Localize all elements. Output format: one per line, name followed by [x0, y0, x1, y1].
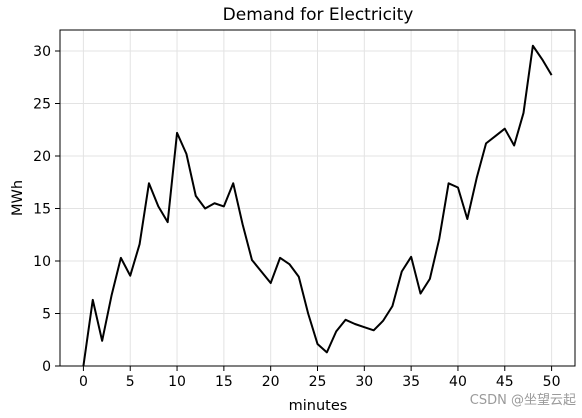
x-tick-label: 30 [355, 374, 373, 390]
x-tick-label: 45 [496, 374, 514, 390]
x-tick-label: 25 [309, 374, 327, 390]
x-tick-label: 20 [262, 374, 280, 390]
x-tick-label: 0 [79, 374, 88, 390]
y-axis-label: MWh [10, 180, 26, 216]
x-tick-label: 15 [215, 374, 233, 390]
y-tick-label: 15 [33, 202, 51, 218]
x-axis-label: minutes [289, 398, 348, 414]
y-tick-label: 25 [33, 97, 51, 113]
chart-title: Demand for Electricity [223, 5, 414, 25]
x-tick-label: 35 [402, 374, 420, 390]
x-tick-label: 5 [126, 374, 135, 390]
series-layer [82, 44, 553, 367]
x-tick-label: 10 [168, 374, 186, 390]
y-tick-label: 10 [33, 254, 51, 270]
y-tick-label: 5 [42, 307, 51, 323]
grid-lines [60, 30, 575, 367]
watermark-text: CSDN @坐望云起 [470, 392, 576, 408]
y-tick-label: 20 [33, 149, 51, 165]
y-tick-label: 0 [42, 359, 51, 375]
y-axis-ticks: 0 5 10 15 20 25 30 [33, 44, 60, 375]
x-tick-label: 50 [543, 374, 561, 390]
x-tick-label: 40 [449, 374, 467, 390]
series-line [82, 44, 553, 367]
y-tick-label: 30 [33, 44, 51, 60]
x-axis-ticks: 0 5 10 15 20 25 30 35 40 45 50 [79, 366, 561, 390]
